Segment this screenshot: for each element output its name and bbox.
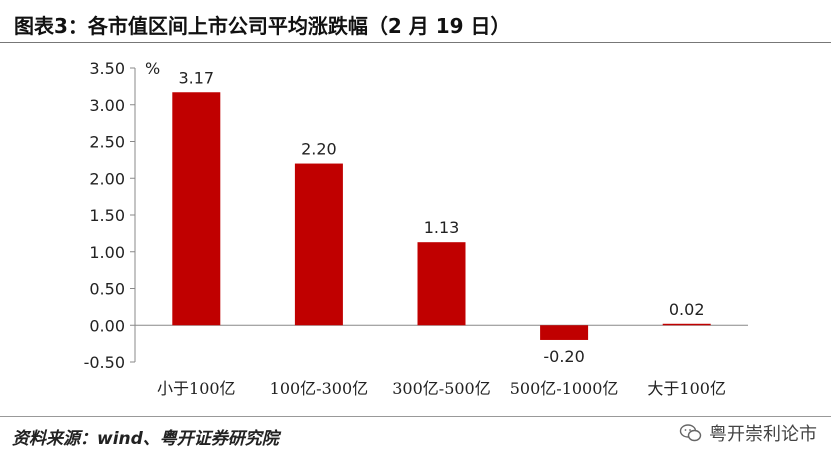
data-label: 3.17 <box>178 68 214 87</box>
x-tick-label: 300亿-500亿 <box>392 379 491 398</box>
wechat-icon <box>679 421 703 445</box>
chart-area: 3.50 3.00 2.50 2.00 1.50 1.00 0.50 0.00 -0.50% 3.… <box>0 46 831 411</box>
bar <box>172 92 221 326</box>
source-divider <box>0 416 831 417</box>
y-tick-label: 0.50 <box>89 280 125 299</box>
x-tick-label: 100亿-300亿 <box>270 379 369 398</box>
data-label: 0.02 <box>669 300 705 319</box>
y-tick-label: 1.50 <box>89 206 125 225</box>
data-label: -0.20 <box>543 347 584 366</box>
bar <box>540 325 589 340</box>
chart-title: 图表3：各市值区间上市公司平均涨跌幅（2 月 19 日） <box>14 14 511 38</box>
bar <box>662 323 711 326</box>
bar <box>417 242 466 326</box>
y-unit-label: % <box>145 59 160 78</box>
x-tick-label: 500亿-1000亿 <box>510 379 619 398</box>
y-tick-label: 3.50 <box>89 59 125 78</box>
title-divider <box>0 42 831 43</box>
y-tick-label: 2.00 <box>89 169 125 188</box>
bar-chart: 3.50 3.00 2.50 2.00 1.50 1.00 0.50 0.00 -0.50% 3.… <box>84 59 748 398</box>
data-label: 2.20 <box>301 140 337 159</box>
y-tick-label: 1.00 <box>89 243 125 262</box>
y-tick-label: 0.00 <box>89 316 125 335</box>
y-tick-label: -0.50 <box>84 353 125 372</box>
x-tick-label: 大于100亿 <box>647 379 726 398</box>
watermark: 粤开崇利论市 <box>679 420 817 446</box>
watermark-text: 粤开崇利论市 <box>709 424 817 445</box>
source-note: 资料来源：wind、粤开证券研究院 <box>12 429 279 449</box>
bar <box>294 163 343 326</box>
y-tick-label: 3.00 <box>89 96 125 115</box>
y-tick-label: 2.50 <box>89 133 125 152</box>
data-label: 1.13 <box>424 218 460 237</box>
x-tick-label: 小于100亿 <box>157 379 236 398</box>
